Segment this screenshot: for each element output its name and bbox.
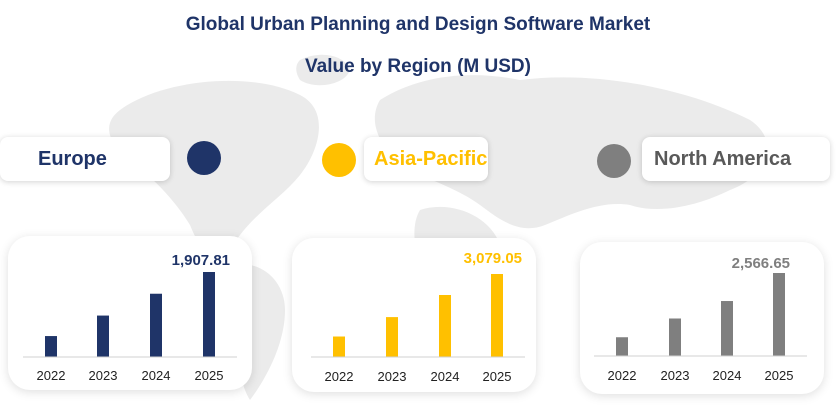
legend-dot-europe [187,141,221,175]
north-america-chart-card: 2022 2023 2024 2025 2,566.65 [580,242,824,394]
north-america-year-label-2022: 2022 [608,368,637,383]
north-america-bar-chart: 2022 2023 2024 2025 2,566.65 [594,255,807,383]
europe-bar-2023 [97,315,109,357]
region-label-europe: Europe [0,137,170,181]
europe-year-label-2025: 2025 [195,368,224,383]
north-america-total-value-label: 2,566.65 [732,255,790,272]
europe-total-value-label: 1,907.81 [172,252,230,269]
asia-pacific-year-label-2023: 2023 [378,369,407,384]
asia-pacific-year-label-2022: 2022 [325,369,354,384]
north-america-year-label-2023: 2023 [661,368,690,383]
north-america-year-label-2024: 2024 [713,368,742,383]
north-america-year-label-2025: 2025 [765,368,794,383]
asia-pacific-bar-2025 [491,274,503,357]
legend-dot-asia-pacific [322,143,356,177]
asia-pacific-bar-2023 [386,317,398,357]
legend-dot-north-america [597,144,631,178]
region-label-north-america: North America [642,137,830,181]
north-america-bar-2022 [616,337,628,356]
europe-bar-2025 [203,272,215,357]
europe-year-label-2023: 2023 [89,368,118,383]
north-america-bar-2023 [669,318,681,356]
north-america-bar-2025 [773,273,785,356]
asia-pacific-chart-card: 2022 2023 2024 2025 3,079.05 [292,238,536,392]
chart-title-line-2: Value by Region (M USD) [305,56,531,77]
europe-year-label-2022: 2022 [37,368,66,383]
region-label-asia-pacific: Asia-Pacific [364,137,488,181]
europe-chart-card: 2022 2023 2024 2025 1,907.81 [8,236,252,390]
europe-bar-2022 [45,336,57,357]
asia-pacific-year-label-2025: 2025 [483,369,512,384]
europe-bar-2024 [150,293,162,357]
europe-bar-chart: 2022 2023 2024 2025 1,907.81 [23,252,237,383]
asia-pacific-bar-2022 [333,336,345,357]
europe-year-label-2024: 2024 [142,368,171,383]
north-america-bar-2024 [721,301,733,356]
asia-pacific-year-label-2024: 2024 [431,369,460,384]
chart-title-line-1: Global Urban Planning and Design Softwar… [185,14,651,35]
asia-pacific-bar-2024 [439,295,451,357]
asia-pacific-bar-chart: 2022 2023 2024 2025 3,079.05 [311,250,525,384]
asia-pacific-total-value-label: 3,079.05 [464,250,522,267]
